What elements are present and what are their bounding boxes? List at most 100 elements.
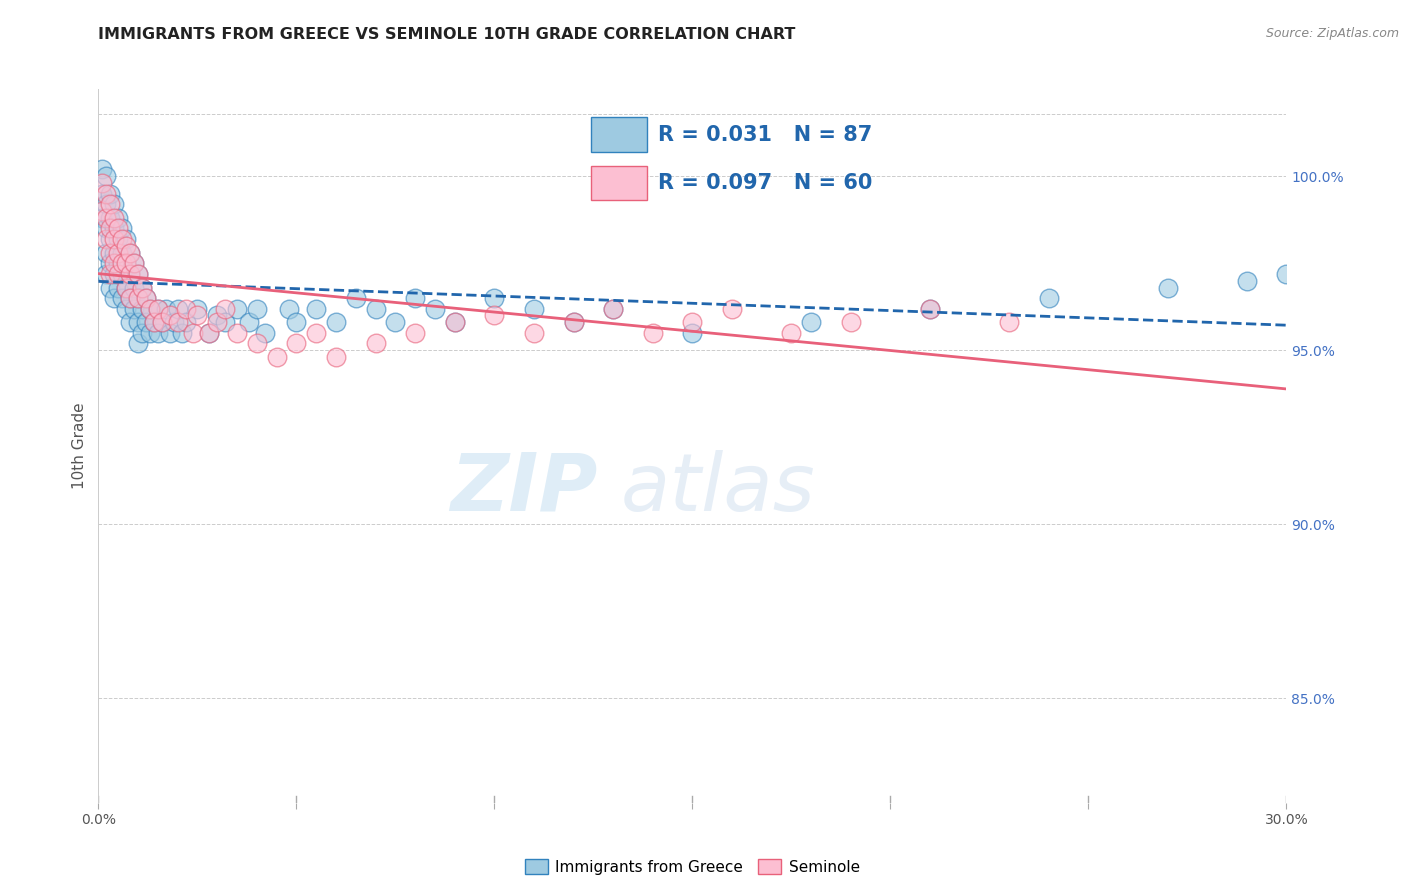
Point — [146, 301, 169, 316]
Point — [98, 186, 121, 201]
Point — [98, 221, 121, 235]
Point — [174, 301, 197, 316]
Point — [127, 267, 149, 281]
Point — [139, 301, 162, 316]
Point — [1236, 274, 1258, 288]
Point — [122, 256, 145, 270]
Point — [166, 315, 188, 329]
Point — [146, 301, 169, 316]
Point — [484, 291, 506, 305]
Point — [364, 301, 387, 316]
Point — [207, 309, 229, 323]
Point — [107, 211, 129, 225]
Point — [98, 211, 121, 225]
Point — [96, 267, 118, 281]
Point — [246, 301, 269, 316]
Point — [641, 326, 664, 340]
Point — [96, 221, 118, 235]
Point — [226, 301, 249, 316]
Point — [305, 301, 328, 316]
Point — [96, 245, 118, 260]
Point — [131, 301, 153, 316]
FancyBboxPatch shape — [591, 118, 647, 153]
Text: Source: ZipAtlas.com: Source: ZipAtlas.com — [1265, 27, 1399, 40]
Point — [115, 256, 138, 270]
Point — [98, 197, 121, 211]
Point — [602, 301, 624, 316]
Point — [682, 315, 704, 329]
Point — [107, 245, 129, 260]
Point — [170, 326, 193, 340]
Point — [120, 245, 142, 260]
Point — [325, 315, 347, 329]
Point — [444, 315, 467, 329]
Point — [305, 326, 328, 340]
Point — [150, 315, 173, 329]
Point — [682, 326, 704, 340]
Point — [135, 291, 157, 305]
Point — [127, 291, 149, 305]
Point — [277, 301, 299, 316]
Point — [107, 256, 129, 270]
Point — [142, 315, 165, 329]
Point — [107, 232, 129, 246]
Point — [484, 309, 506, 323]
Point — [444, 315, 467, 329]
Point — [364, 336, 387, 351]
Point — [285, 336, 308, 351]
Point — [91, 176, 114, 190]
Y-axis label: 10th Grade: 10th Grade — [72, 402, 87, 490]
Point — [120, 267, 142, 281]
Point — [207, 315, 229, 329]
Point — [246, 336, 269, 351]
Point — [198, 326, 221, 340]
Point — [1038, 291, 1060, 305]
Point — [115, 239, 138, 253]
Point — [1156, 280, 1178, 294]
Point — [96, 169, 118, 184]
Point — [198, 326, 221, 340]
Point — [139, 301, 162, 316]
Point — [103, 197, 125, 211]
Point — [523, 326, 546, 340]
Point — [150, 315, 173, 329]
Point — [111, 267, 134, 281]
Point — [91, 186, 114, 201]
Point — [163, 315, 186, 329]
Point — [115, 280, 138, 294]
Point — [131, 280, 153, 294]
Point — [131, 326, 153, 340]
Text: IMMIGRANTS FROM GREECE VS SEMINOLE 10TH GRADE CORRELATION CHART: IMMIGRANTS FROM GREECE VS SEMINOLE 10TH … — [98, 27, 796, 42]
Point — [1275, 267, 1298, 281]
Point — [146, 326, 169, 340]
Point — [780, 326, 803, 340]
Point — [159, 326, 181, 340]
Point — [120, 315, 142, 329]
Point — [98, 245, 121, 260]
Text: ZIP: ZIP — [450, 450, 598, 528]
Point — [562, 315, 585, 329]
Point — [107, 267, 129, 281]
Point — [107, 280, 129, 294]
Point — [98, 256, 121, 270]
Point — [253, 326, 276, 340]
Point — [920, 301, 942, 316]
Point — [96, 197, 118, 211]
Point — [122, 280, 145, 294]
Point — [920, 301, 942, 316]
Point — [107, 221, 129, 235]
Point — [111, 291, 134, 305]
Point — [98, 280, 121, 294]
Text: R = 0.097   N = 60: R = 0.097 N = 60 — [658, 173, 872, 193]
Point — [404, 291, 426, 305]
Point — [266, 350, 288, 364]
Point — [214, 315, 236, 329]
Point — [120, 267, 142, 281]
Point — [183, 326, 205, 340]
Point — [127, 336, 149, 351]
Point — [127, 315, 149, 329]
Point — [103, 245, 125, 260]
Point — [103, 256, 125, 270]
Point — [111, 221, 134, 235]
Point — [122, 256, 145, 270]
